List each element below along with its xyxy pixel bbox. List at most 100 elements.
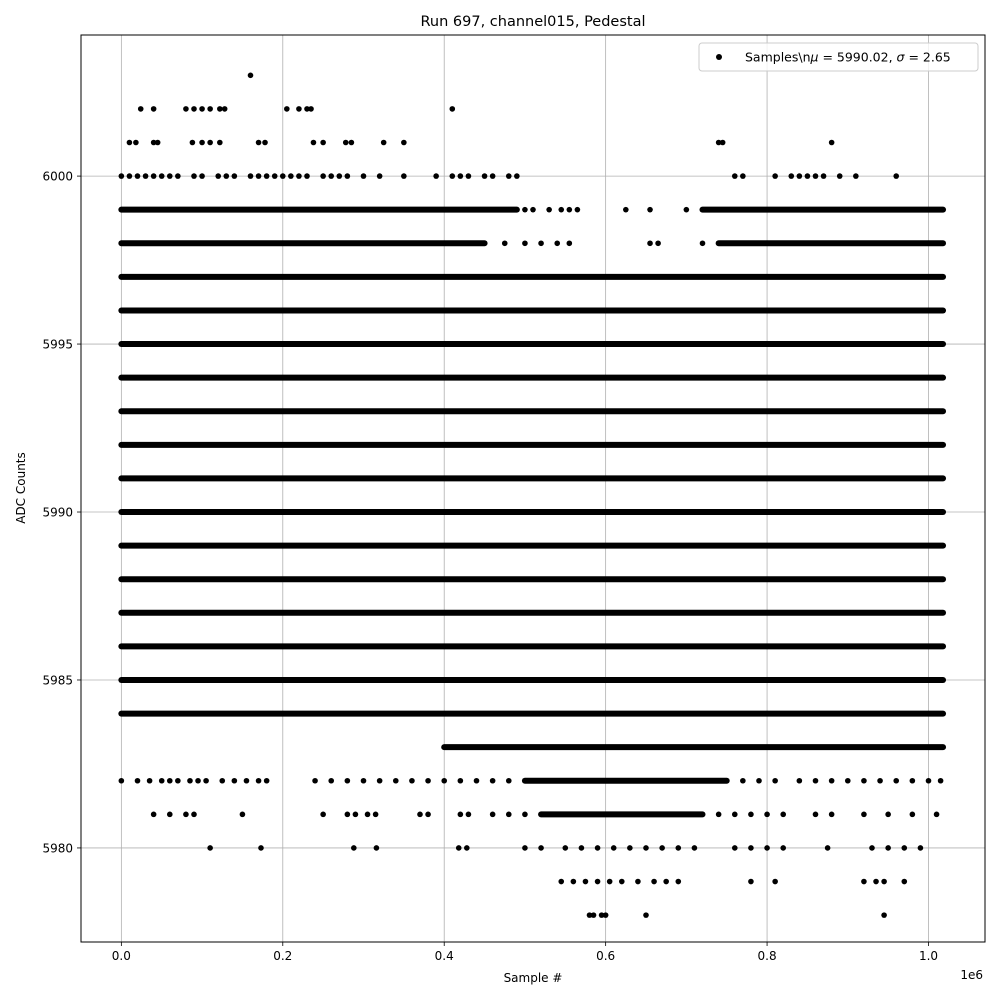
- data-point: [304, 106, 310, 112]
- data-point: [691, 845, 698, 851]
- data-point: [207, 845, 213, 851]
- data-point: [731, 845, 738, 851]
- data-point: [310, 139, 317, 146]
- data-point: [189, 139, 196, 146]
- data-point: [247, 72, 254, 79]
- data-point: [489, 811, 496, 818]
- data-point: [933, 811, 940, 818]
- data-point: [336, 173, 343, 179]
- data-point: [489, 173, 496, 179]
- data-point: [328, 777, 335, 784]
- data-point: [824, 845, 831, 851]
- data-point: [457, 811, 464, 818]
- data-point: [635, 878, 641, 885]
- data-point: [166, 777, 173, 784]
- data-point: [255, 173, 262, 179]
- data-point: [150, 106, 157, 112]
- x-axis-label: Sample #: [504, 971, 563, 985]
- data-point: [401, 139, 407, 146]
- data-point: [320, 811, 326, 818]
- data-point: [166, 811, 173, 818]
- chart-title: Run 697, channel015, Pedestal: [420, 14, 645, 30]
- data-point: [873, 878, 879, 885]
- data-point: [909, 777, 916, 784]
- data-point: [137, 106, 144, 112]
- data-point: [247, 173, 254, 179]
- data-point: [348, 139, 355, 146]
- data-point: [457, 777, 464, 784]
- data-point: [606, 878, 613, 885]
- data-point: [175, 777, 181, 784]
- data-point: [199, 139, 205, 146]
- x-tick-label: 0.0: [112, 949, 131, 963]
- data-point: [505, 173, 512, 179]
- data-point: [893, 777, 900, 784]
- data-point: [457, 173, 464, 179]
- data-point: [566, 240, 573, 247]
- data-point: [853, 173, 859, 179]
- data-point: [820, 173, 827, 179]
- data-point: [425, 811, 431, 818]
- x-axis-offset-label: 1e6: [960, 968, 983, 982]
- data-point: [187, 777, 193, 784]
- legend-prefix: Samples\n: [745, 50, 811, 65]
- data-point: [449, 106, 456, 112]
- data-point: [401, 173, 407, 179]
- data-point: [740, 173, 746, 179]
- data-point: [342, 139, 349, 146]
- data-point: [651, 878, 657, 885]
- data-point: [134, 777, 141, 784]
- data-point: [554, 240, 561, 247]
- data-point: [455, 845, 462, 851]
- data-point: [118, 173, 125, 179]
- data-point: [207, 139, 213, 146]
- data-point: [715, 139, 722, 146]
- data-point: [344, 777, 351, 784]
- data-point: [284, 106, 290, 112]
- data-point: [183, 811, 189, 818]
- data-point: [869, 845, 875, 851]
- data-point: [505, 777, 512, 784]
- data-point: [796, 173, 803, 179]
- legend-sigma-symbol: σ: [897, 50, 906, 65]
- data-point: [191, 106, 197, 112]
- data-point: [881, 912, 887, 918]
- data-point: [885, 811, 891, 818]
- data-point: [901, 878, 908, 885]
- data-point: [134, 173, 141, 179]
- data-point: [796, 777, 803, 784]
- data-point: [881, 878, 887, 885]
- data-point: [231, 777, 238, 784]
- data-point: [558, 878, 565, 885]
- x-tick-label: 0.8: [758, 949, 777, 963]
- data-point: [836, 173, 843, 179]
- data-point: [748, 845, 754, 851]
- data-point: [262, 139, 268, 146]
- data-point: [538, 240, 544, 247]
- data-point: [885, 845, 891, 851]
- data-point: [360, 777, 367, 784]
- data-point: [296, 106, 302, 112]
- data-point: [861, 811, 867, 818]
- data-point: [255, 777, 262, 784]
- data-point: [917, 845, 924, 851]
- data-point: [126, 173, 133, 179]
- data-point: [465, 173, 472, 179]
- data-point: [566, 206, 573, 213]
- data-point: [195, 777, 201, 784]
- data-point: [166, 173, 173, 179]
- data-point: [308, 106, 314, 112]
- data-point: [618, 878, 625, 885]
- data-point: [376, 173, 383, 179]
- legend-mu-symbol: μ: [810, 50, 819, 65]
- data-point: [351, 845, 357, 851]
- data-point: [772, 173, 778, 179]
- data-point: [392, 777, 399, 784]
- data-point: [675, 845, 682, 851]
- data-point: [627, 845, 633, 851]
- data-point: [530, 206, 536, 213]
- data-point: [772, 878, 778, 885]
- data-point: [364, 811, 371, 818]
- data-point: [433, 173, 439, 179]
